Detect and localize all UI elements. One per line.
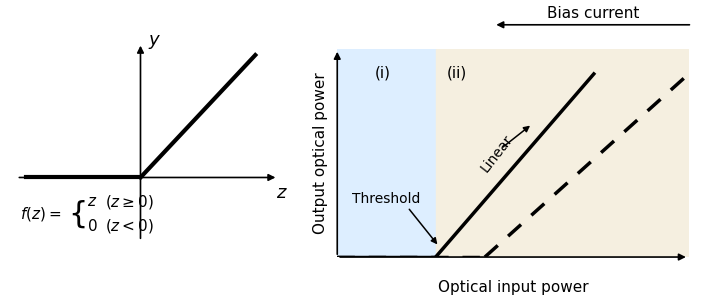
Text: Output optical power: Output optical power [313, 72, 329, 234]
Text: $0$: $0$ [87, 218, 97, 234]
Bar [436, 49, 689, 257]
Text: $(z < 0)$: $(z < 0)$ [105, 218, 154, 235]
Text: Linear: Linear [479, 132, 516, 174]
Text: $(z \geq 0)$: $(z \geq 0)$ [105, 193, 154, 211]
Text: z: z [275, 184, 285, 202]
Text: Bias current: Bias current [547, 6, 639, 21]
Bar [337, 49, 436, 257]
Text: (i): (i) [375, 65, 391, 80]
Text: Threshold: Threshold [352, 192, 420, 206]
Text: (ii): (ii) [447, 65, 467, 80]
Text: y: y [148, 32, 159, 49]
Text: Optical input power: Optical input power [437, 280, 589, 295]
Text: $f(z) =$: $f(z) =$ [20, 205, 61, 223]
Text: $\{$: $\{$ [68, 198, 86, 230]
Text: $z$: $z$ [87, 195, 97, 209]
